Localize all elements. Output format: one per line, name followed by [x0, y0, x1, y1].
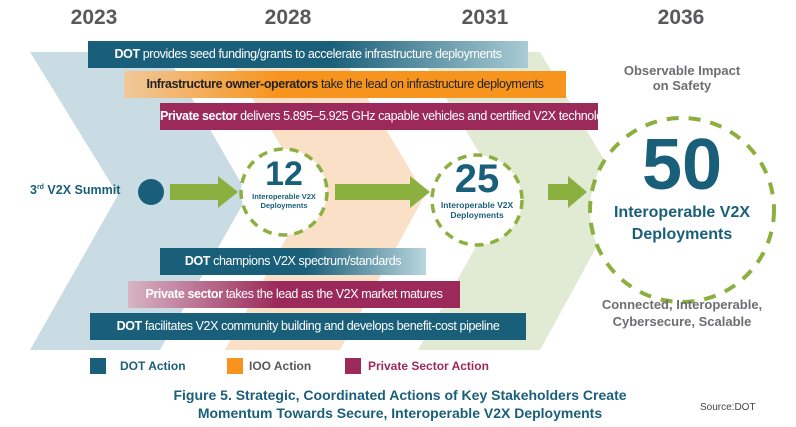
milestone-50: 50 Interoperable V2X Deployments	[613, 125, 751, 243]
bar-dot-champions: DOT champions V2X spectrum/standards	[160, 248, 426, 275]
year-2023: 2023	[70, 6, 118, 29]
milestone-circle-25	[430, 153, 524, 247]
legend-ioo: IOO Action	[249, 359, 312, 373]
source-note: Source:DOT	[700, 402, 756, 413]
qualities-text: Connected, Interoperable, Cybersecure, Sc…	[601, 297, 763, 329]
summit-dot	[138, 179, 164, 205]
milestone-circle-50	[588, 116, 776, 304]
arrow-icon	[335, 176, 430, 208]
arrow-icon	[170, 176, 238, 208]
milestone-25: 25 Interoperable V2X Deployments	[440, 157, 514, 220]
legend-swatch-dot	[90, 358, 106, 374]
legend-swatch-private	[345, 358, 361, 374]
legend-private: Private Sector Action	[368, 359, 489, 373]
year-2036: 2036	[657, 6, 705, 29]
legend-swatch-ioo	[227, 358, 243, 374]
bar-ioo-lead: Infrastructure owner-operators take the …	[124, 71, 566, 98]
legend-dot: DOT Action	[120, 359, 186, 373]
bar-dot-community: DOT facilitates V2X community building a…	[90, 313, 526, 340]
summit-label: 3rd V2X Summit	[30, 183, 121, 197]
milestone-12: 12 Interoperable V2X Deployments	[252, 155, 316, 210]
figure-caption: Figure 5. Strategic, Coordinated Actions…	[173, 387, 627, 421]
milestone-circle-12	[239, 147, 329, 237]
impact-text: Observable Impact on Safety	[623, 63, 741, 93]
year-2031: 2031	[461, 6, 509, 29]
bar-private-delivers: Private sector delivers 5.895–5.925 GHz …	[160, 103, 616, 130]
year-2028: 2028	[264, 6, 312, 29]
bar-private-market: Private sector takes the lead as the V2X…	[128, 281, 460, 308]
arrow-icon	[548, 176, 587, 208]
bar-dot-seed-funding: DOT provides seed funding/grants to acce…	[88, 41, 528, 68]
